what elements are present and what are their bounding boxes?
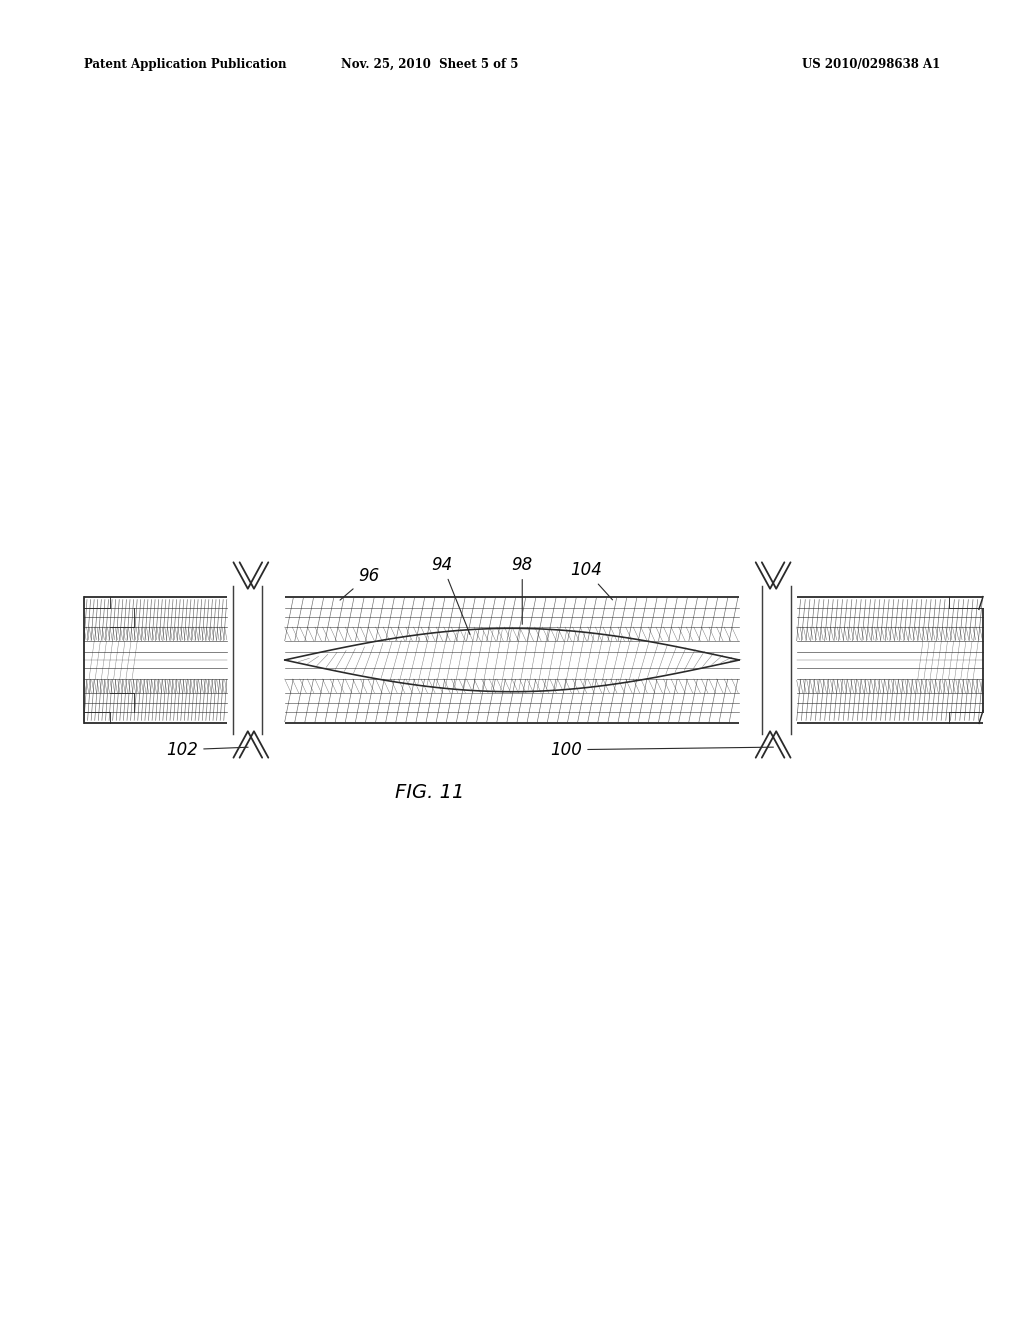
Text: FIG. 11: FIG. 11 xyxy=(395,783,465,801)
Text: 98: 98 xyxy=(512,556,532,624)
Text: 104: 104 xyxy=(569,561,612,599)
Text: Nov. 25, 2010  Sheet 5 of 5: Nov. 25, 2010 Sheet 5 of 5 xyxy=(341,58,519,71)
Text: 102: 102 xyxy=(166,741,248,759)
Text: 96: 96 xyxy=(340,566,379,601)
Text: 94: 94 xyxy=(432,556,470,635)
Text: 100: 100 xyxy=(550,741,773,759)
Text: US 2010/0298638 A1: US 2010/0298638 A1 xyxy=(802,58,940,71)
Text: Patent Application Publication: Patent Application Publication xyxy=(84,58,287,71)
